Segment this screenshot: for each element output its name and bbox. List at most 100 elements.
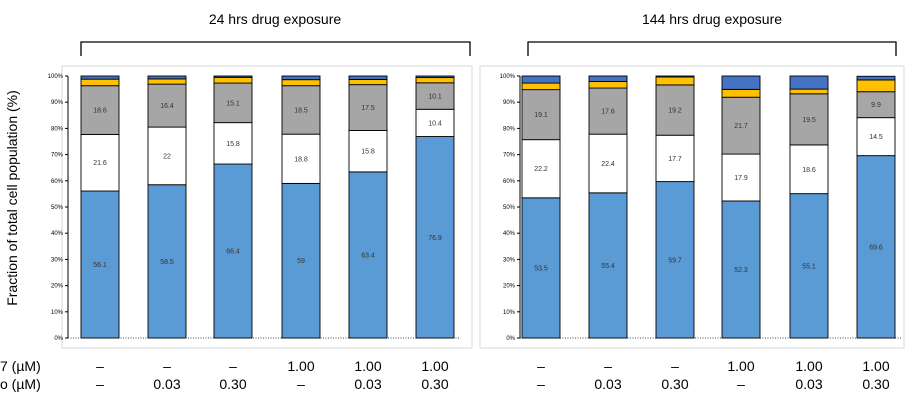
condition-value: – — [537, 358, 545, 374]
condition-value: – — [671, 358, 679, 374]
data-label: 22 — [163, 153, 171, 160]
y-tick-label: 0% — [54, 336, 63, 342]
bar-segment-gray — [521, 89, 561, 141]
y-tick-label: 50% — [51, 205, 64, 211]
condition-value: 1.00 — [862, 358, 889, 374]
bar-segment-darkblue — [588, 75, 628, 82]
bar-segment-darkblue — [348, 75, 388, 80]
condition-value: 1.00 — [727, 358, 754, 374]
condition-value: 0.30 — [421, 376, 448, 392]
bar-segment-darkblue — [655, 75, 695, 78]
condition-value: 1.00 — [354, 358, 381, 374]
data-label: 15.8 — [226, 141, 240, 148]
bar-segment-white — [281, 133, 321, 184]
data-label: 66.4 — [226, 249, 240, 256]
data-label: 17.9 — [734, 175, 748, 182]
y-tick-label: 40% — [51, 231, 64, 237]
bar-segment-blue — [348, 171, 388, 339]
bar-segment-white — [721, 153, 761, 202]
bar-segment-white — [521, 139, 561, 199]
bar-segment-darkblue — [80, 75, 120, 80]
bar-segment-gray — [655, 84, 695, 136]
bar-segment-yellow — [856, 79, 896, 93]
group-bracket — [527, 41, 897, 56]
data-label: 21.6 — [93, 160, 107, 167]
bar-segment-gray — [213, 82, 253, 124]
y-axis-label: Fraction of total cell population (%) — [4, 90, 20, 306]
bar-segment-yellow — [281, 79, 321, 87]
condition-value: – — [96, 376, 104, 392]
bar-segment-white — [415, 108, 455, 137]
data-label: 15.1 — [226, 100, 240, 107]
y-tick-label: 50% — [503, 205, 516, 211]
condition-row-label: 7 (µM) — [0, 358, 41, 374]
bar-segment-blue — [856, 155, 896, 339]
data-label: 18.5 — [294, 107, 308, 114]
condition-value: 1.00 — [287, 358, 314, 374]
bar-segment-darkblue — [856, 75, 896, 81]
panel-frame — [61, 65, 473, 349]
condition-value: 1.00 — [795, 358, 822, 374]
data-label: 59.7 — [668, 257, 682, 264]
data-label: 18.6 — [93, 108, 107, 115]
bar-segment-white — [856, 117, 896, 157]
data-label: 58.5 — [160, 259, 174, 266]
bar-segment-gray — [856, 91, 896, 119]
y-tick-label: 20% — [51, 284, 64, 290]
bar-segment-darkblue — [147, 75, 187, 80]
y-tick-label: 10% — [503, 310, 516, 316]
data-label: 10.4 — [428, 120, 442, 127]
bar-segment-gray — [588, 87, 628, 135]
bar-segment-blue — [521, 197, 561, 339]
bar-segment-yellow — [147, 78, 187, 85]
y-tick-label: 70% — [51, 153, 64, 159]
data-label: 16.4 — [160, 103, 174, 110]
condition-value: – — [737, 376, 745, 392]
condition-value: 0.03 — [153, 376, 180, 392]
bar-segment-darkblue — [721, 75, 761, 90]
data-label: 17.6 — [601, 109, 615, 116]
condition-row-label: o (µM) — [0, 376, 41, 392]
y-tick-label: 60% — [503, 179, 516, 185]
data-label: 9.9 — [871, 102, 881, 109]
bar-segment-yellow — [789, 88, 829, 95]
bar-segment-white — [348, 130, 388, 173]
y-tick-label: 20% — [503, 284, 516, 290]
bar-segment-gray — [80, 85, 120, 135]
data-label: 76.9 — [428, 235, 442, 242]
data-label: 56.1 — [93, 262, 107, 269]
y-tick-label: 90% — [51, 100, 64, 106]
bar-segment-yellow — [348, 78, 388, 86]
bar-segment-darkblue — [281, 75, 321, 81]
bar-segment-yellow — [80, 78, 120, 87]
condition-value: – — [163, 358, 171, 374]
y-tick-label: 10% — [51, 310, 64, 316]
y-tick-label: 40% — [503, 231, 516, 237]
bar-segment-white — [80, 133, 120, 192]
condition-value: 0.03 — [594, 376, 621, 392]
data-label: 18.8 — [294, 156, 308, 163]
group-bracket — [80, 41, 471, 56]
data-label: 69.6 — [869, 244, 883, 251]
data-label: 55.4 — [601, 263, 615, 270]
data-label: 22.2 — [534, 166, 548, 173]
data-label: 59 — [297, 258, 305, 265]
bar-segment-blue — [415, 136, 455, 339]
condition-value: 1.00 — [421, 358, 448, 374]
bar-segment-gray — [348, 84, 388, 131]
bar-segment-blue — [147, 184, 187, 339]
condition-value: – — [604, 358, 612, 374]
bar-segment-white — [789, 144, 829, 195]
bar-segment-gray — [789, 93, 829, 146]
bar-segment-blue — [281, 182, 321, 339]
y-tick-label: 0% — [506, 336, 515, 342]
bar-segment-blue — [721, 200, 761, 339]
condition-value: – — [297, 376, 305, 392]
data-label: 52.3 — [734, 267, 748, 274]
condition-value: 0.30 — [862, 376, 889, 392]
y-tick-label: 80% — [51, 126, 64, 132]
bar-segment-blue — [588, 192, 628, 339]
panel-title: 144 hrs drug exposure — [642, 11, 782, 27]
